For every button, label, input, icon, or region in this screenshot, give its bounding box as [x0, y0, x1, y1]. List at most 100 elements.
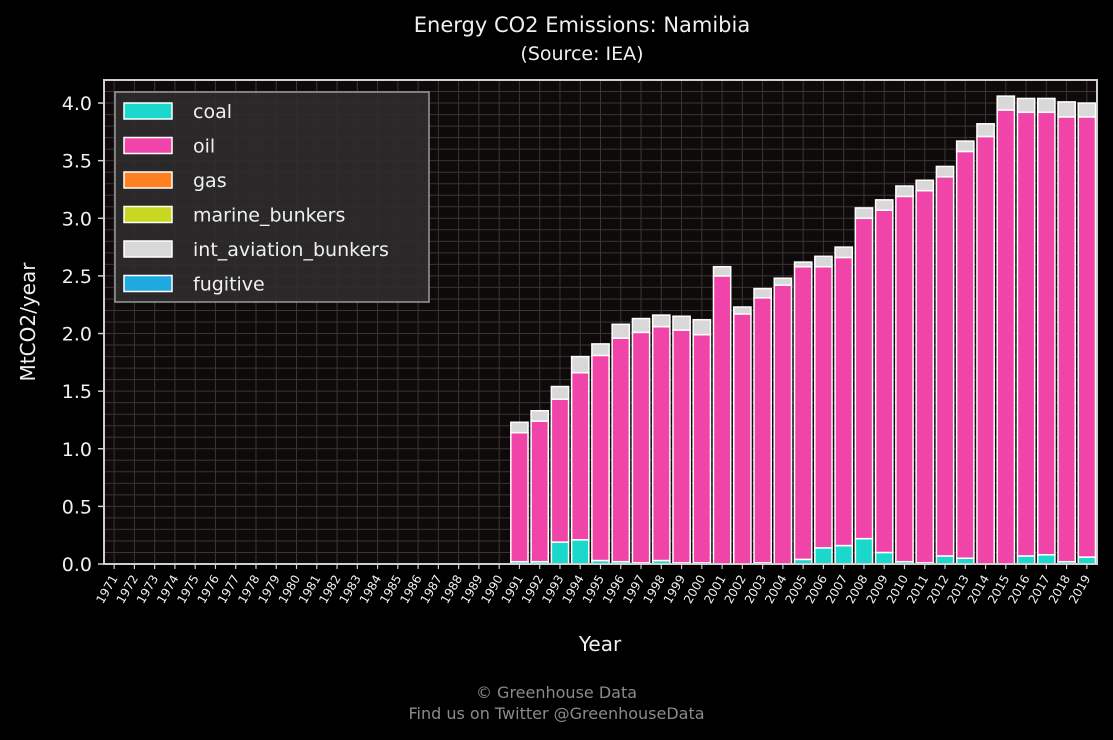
bar-coal-2009: [874, 551, 894, 565]
legend-swatch-gas: [123, 171, 173, 189]
bar-oil-2003: [753, 297, 772, 564]
bar-oil-2017: [1036, 111, 1056, 556]
bar-oil-2015: [996, 109, 1016, 565]
bar-oil-2002: [732, 313, 752, 565]
legend: coal oil gas marine_bunkers int_aviation_bun…: [114, 91, 430, 303]
legend-swatch-coal: [123, 102, 173, 120]
bar-int_aviation_bunkers-2017: [1036, 97, 1056, 114]
bar-oil-1992: [530, 420, 550, 563]
chart-subtitle: (Source: IEA): [520, 43, 643, 65]
y-tick-label: 4.0: [62, 93, 92, 115]
bar-oil-2007: [834, 256, 854, 547]
bar-oil-1994: [570, 371, 590, 541]
legend-box: [114, 91, 430, 303]
bar-int_aviation_bunkers-2016: [1016, 97, 1036, 114]
bar-coal-2016: [1016, 555, 1036, 565]
bar-int_aviation_bunkers-1999: [672, 315, 691, 331]
bar-int_aviation_bunkers-1994: [570, 355, 590, 374]
legend-label-oil: oil: [193, 136, 215, 158]
bar-oil-1997: [631, 331, 651, 564]
legend-swatch-fugitive: [123, 274, 173, 293]
y-tick-label: 1.5: [62, 381, 92, 403]
bar-int_aviation_bunkers-2009: [874, 199, 894, 211]
bar-int_aviation_bunkers-2013: [955, 140, 975, 153]
y-tick-label: 3.5: [62, 151, 92, 173]
bar-oil-2004: [773, 284, 793, 565]
y-tick-label: 3.0: [62, 208, 92, 230]
bar-oil-1995: [591, 354, 610, 562]
bar-int_aviation_bunkers-2019: [1077, 102, 1097, 118]
bar-int_aviation_bunkers-2002: [732, 306, 752, 315]
footer-credit: © Greenhouse Data: [475, 683, 638, 702]
bar-oil-2014: [976, 135, 995, 565]
legend-label-int_aviation_bunkers: int_aviation_bunkers: [193, 239, 389, 261]
bar-coal-2017: [1036, 554, 1056, 565]
legend-label-marine_bunkers: marine_bunkers: [193, 205, 345, 227]
bar-coal-1994: [570, 539, 590, 565]
bar-oil-1999: [672, 329, 691, 564]
bar-int_aviation_bunkers-2000: [692, 318, 712, 336]
bar-oil-2012: [935, 176, 955, 557]
bar-coal-2012: [935, 555, 955, 565]
bar-int_aviation_bunkers-2005: [793, 261, 813, 268]
chart: Energy CO2 Emissions: Namibia (Source: I…: [16, 13, 1098, 656]
y-tick-label: 0.5: [62, 496, 92, 518]
legend-label-gas: gas: [193, 170, 227, 192]
bar-int_aviation_bunkers-2004: [773, 277, 793, 286]
bar-oil-2011: [915, 189, 935, 564]
x-axis-label: Year: [578, 632, 622, 656]
x-tick-label: 2019: [1066, 573, 1093, 606]
bar-oil-1996: [611, 337, 631, 563]
bar-int_aviation_bunkers-2008: [854, 207, 874, 220]
bar-oil-2005: [793, 265, 813, 561]
bar-oil-2000: [692, 333, 712, 564]
chart-title: Energy CO2 Emissions: Namibia: [414, 13, 750, 37]
bar-oil-2001: [712, 275, 732, 565]
bar-int_aviation_bunkers-2018: [1057, 101, 1076, 118]
bar-coal-2019: [1077, 556, 1097, 565]
legend-label-coal: coal: [193, 101, 232, 123]
bar-oil-1998: [651, 325, 671, 562]
bar-oil-2018: [1057, 116, 1076, 563]
bar-oil-2010: [895, 195, 914, 563]
footer-twitter: Find us on Twitter @GreenhouseData: [408, 704, 705, 723]
legend-label-fugitive: fugitive: [193, 274, 265, 296]
bar-int_aviation_bunkers-1991: [510, 421, 529, 434]
bar-oil-2013: [955, 150, 975, 559]
bar-int_aviation_bunkers-2011: [915, 179, 935, 192]
bar-int_aviation_bunkers-2003: [753, 287, 772, 299]
bar-int_aviation_bunkers-1997: [631, 317, 651, 334]
y-axis-label: MtCO2/year: [16, 262, 40, 382]
legend-swatch-marine_bunkers: [123, 205, 173, 224]
bar-oil-1991: [510, 431, 529, 563]
bar-coal-2008: [854, 537, 874, 565]
bar-int_aviation_bunkers-1993: [550, 385, 570, 400]
bar-oil-1993: [550, 398, 570, 543]
bar-int_aviation_bunkers-2007: [834, 246, 854, 259]
y-tick-label: 0.0: [62, 554, 92, 576]
bar-oil-2009: [874, 209, 894, 554]
y-tick-label: 2.0: [62, 324, 92, 346]
bar-int_aviation_bunkers-2015: [996, 95, 1016, 111]
y-tick-label: 2.5: [62, 266, 92, 288]
bar-oil-2006: [814, 265, 833, 549]
bar-int_aviation_bunkers-1998: [651, 314, 671, 328]
bar-int_aviation_bunkers-2001: [712, 265, 732, 277]
bar-coal-1993: [550, 541, 570, 565]
bar-oil-2016: [1016, 111, 1036, 557]
legend-swatch-int_aviation_bunkers: [123, 240, 173, 258]
bar-coal-2006: [814, 547, 833, 565]
y-axis: 0.0 0.5 1.0 1.5 2.0 2.5 3.0 3.5 4.0: [62, 93, 104, 576]
bar-int_aviation_bunkers-2010: [895, 185, 914, 198]
bar-int_aviation_bunkers-1992: [530, 409, 550, 422]
bar-oil-2019: [1077, 116, 1097, 558]
bar-int_aviation_bunkers-2006: [814, 255, 833, 268]
bar-int_aviation_bunkers-2012: [935, 165, 955, 178]
bar-coal-2007: [834, 544, 854, 565]
bar-int_aviation_bunkers-1995: [591, 343, 610, 357]
bar-int_aviation_bunkers-1996: [611, 323, 631, 339]
bar-int_aviation_bunkers-2014: [976, 123, 995, 138]
bar-oil-2008: [854, 217, 874, 540]
x-axis: 1971197219731974197519761977197819791980…: [93, 564, 1093, 606]
y-tick-label: 1.0: [62, 439, 92, 461]
